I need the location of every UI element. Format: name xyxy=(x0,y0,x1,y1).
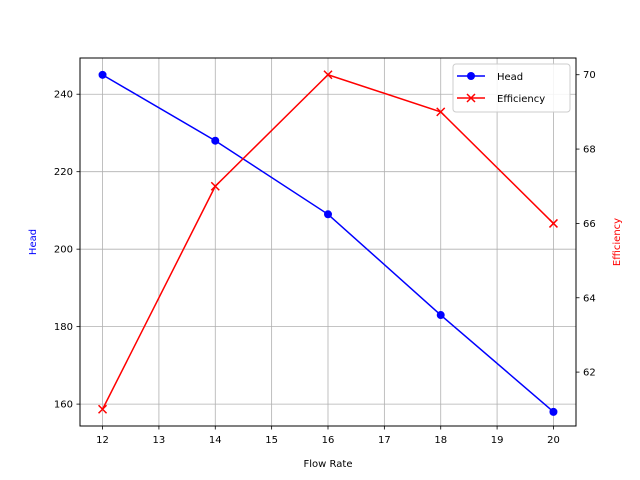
data-point xyxy=(98,404,108,414)
x-tick-label: 17 xyxy=(378,435,391,446)
x-marker-icon xyxy=(466,93,476,103)
y-right-axis-ticks: 62 64 66 68 70 xyxy=(576,70,596,379)
y-left-tick-label: 200 xyxy=(54,245,73,256)
x-axis-ticks: 12 13 14 15 16 17 18 19 20 xyxy=(96,426,560,446)
grid-lines xyxy=(80,58,576,426)
legend: Head Efficiency xyxy=(452,63,571,113)
y-right-axis-label: Efficiency xyxy=(612,218,623,266)
y-left-axis-label: Head xyxy=(28,229,39,255)
data-point xyxy=(210,181,220,191)
y-right-tick-label: 62 xyxy=(583,368,596,379)
circle-marker-icon xyxy=(467,72,475,80)
data-point xyxy=(549,407,558,416)
data-point xyxy=(324,210,332,219)
x-tick-label: 16 xyxy=(322,435,335,446)
x-tick-label: 14 xyxy=(209,435,222,446)
legend-label-efficiency: Efficiency xyxy=(497,94,545,105)
series-head xyxy=(98,70,558,416)
y-left-tick-label: 220 xyxy=(54,167,73,178)
series-layer xyxy=(98,70,558,416)
y-left-tick-label: 160 xyxy=(54,400,73,411)
y-left-axis-ticks: 160 180 200 220 240 xyxy=(54,90,80,411)
data-point xyxy=(98,70,107,79)
x-tick-label: 15 xyxy=(265,435,278,446)
data-point xyxy=(548,218,558,228)
y-left-tick-label: 240 xyxy=(54,90,73,101)
y-left-tick-label: 180 xyxy=(54,322,73,333)
x-axis-label: Flow Rate xyxy=(304,459,353,470)
legend-label-head: Head xyxy=(497,72,523,83)
data-point xyxy=(211,136,220,145)
legend-item-efficiency: Efficiency xyxy=(457,93,545,105)
x-tick-label: 13 xyxy=(153,435,166,446)
data-point xyxy=(323,70,333,80)
x-tick-label: 20 xyxy=(547,435,560,446)
y-right-tick-label: 64 xyxy=(583,293,596,304)
data-point xyxy=(436,107,446,117)
x-tick-label: 18 xyxy=(434,435,447,446)
x-tick-label: 12 xyxy=(96,435,109,446)
y-right-tick-label: 70 xyxy=(583,70,596,81)
legend-item-head: Head xyxy=(457,72,523,83)
y-right-tick-label: 66 xyxy=(583,219,596,230)
y-right-tick-label: 68 xyxy=(583,145,596,156)
series-efficiency xyxy=(98,70,558,414)
data-point xyxy=(436,311,445,320)
x-tick-label: 19 xyxy=(491,435,504,446)
